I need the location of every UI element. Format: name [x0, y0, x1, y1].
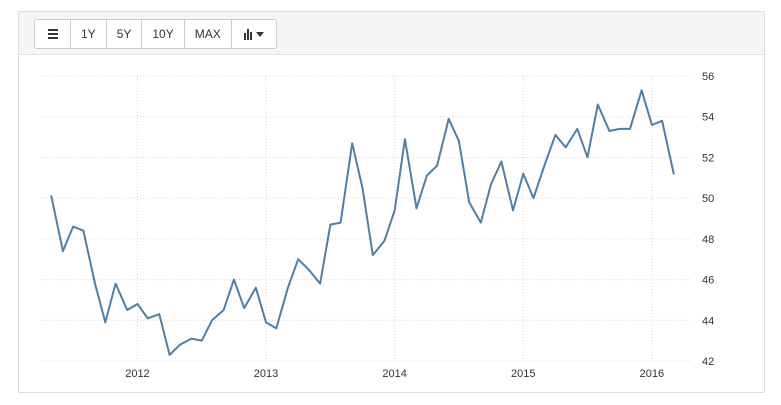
data-point	[628, 127, 632, 131]
data-point	[650, 123, 654, 127]
data-point	[479, 221, 483, 225]
data-point	[371, 253, 375, 257]
y-tick-label: 46	[702, 275, 714, 287]
data-point	[660, 119, 664, 123]
data-point	[328, 223, 332, 227]
data-point	[178, 343, 182, 347]
data-point	[296, 257, 300, 261]
calendar-icon	[47, 29, 58, 39]
y-tick-label: 48	[702, 234, 714, 246]
data-point	[264, 320, 268, 324]
data-point	[254, 286, 258, 290]
range-1y-button[interactable]: 1Y	[71, 20, 107, 48]
data-point	[447, 117, 451, 121]
data-point	[157, 312, 161, 316]
x-tick-label: 2016	[640, 368, 664, 380]
data-point	[425, 174, 429, 178]
data-point	[393, 208, 397, 212]
data-point	[521, 172, 525, 176]
y-tick-label: 56	[702, 71, 714, 83]
chart-area: 42 44 46 48 50 52 54 56 2012 2013 2014 2015 2016	[19, 55, 764, 392]
data-point	[339, 221, 343, 225]
data-point	[361, 186, 365, 190]
data-point	[210, 318, 214, 322]
y-tick-label: 52	[702, 152, 714, 164]
data-point	[382, 239, 386, 243]
data-point	[489, 182, 493, 186]
data-point	[103, 320, 107, 324]
bar-chart-caret-icon	[243, 29, 264, 40]
data-point	[274, 326, 278, 330]
data-point	[81, 229, 85, 233]
data-point	[318, 282, 322, 286]
x-tick-label: 2012	[125, 368, 149, 380]
data-point	[403, 137, 407, 141]
grid-layer	[41, 75, 692, 362]
range-max-button[interactable]: MAX	[184, 20, 232, 48]
x-tick-label: 2014	[382, 368, 406, 380]
data-point	[286, 286, 290, 290]
series-line	[50, 89, 675, 356]
data-point	[49, 194, 53, 198]
data-point	[543, 162, 547, 166]
x-tick-label: 2013	[254, 368, 278, 380]
data-point	[242, 306, 246, 310]
data-point	[232, 278, 236, 282]
data-point	[135, 302, 139, 306]
data-point	[435, 164, 439, 168]
range-10y-button[interactable]: 10Y	[142, 20, 185, 48]
series-layer	[49, 88, 676, 357]
data-point	[575, 127, 579, 131]
data-point	[125, 308, 129, 312]
x-tick-label: 2015	[511, 368, 535, 380]
range-5y-button[interactable]: 5Y	[106, 20, 143, 48]
data-point	[222, 308, 226, 312]
data-point	[586, 155, 590, 159]
data-point	[596, 103, 600, 107]
chart-panel: 1Y 5Y 10Y MAX 42 44 46 48 50 52 54 56 2012 2013 20…	[18, 11, 765, 393]
data-point	[457, 139, 461, 143]
data-point	[499, 160, 503, 164]
data-point	[200, 339, 204, 343]
range-button-group: 1Y 5Y 10Y MAX	[34, 19, 277, 49]
data-point	[146, 316, 150, 320]
data-point	[553, 133, 557, 137]
data-point	[71, 225, 75, 229]
y-tick-label: 42	[702, 356, 714, 368]
data-point	[564, 145, 568, 149]
data-point	[618, 127, 622, 131]
data-point	[640, 88, 644, 92]
data-point	[672, 172, 676, 176]
data-point	[467, 200, 471, 204]
data-point	[350, 141, 354, 145]
data-point	[607, 129, 611, 133]
calendar-button[interactable]	[35, 20, 71, 48]
chart-toolbar: 1Y 5Y 10Y MAX	[19, 12, 764, 55]
data-point	[306, 267, 310, 271]
data-point	[168, 353, 172, 357]
chart-type-button[interactable]	[231, 20, 276, 48]
data-point	[114, 282, 118, 286]
tick-layer: 42 44 46 48 50 52 54 56 2012 2013 2014 2015 2016	[125, 71, 714, 380]
y-tick-label: 54	[702, 112, 714, 124]
data-point	[93, 282, 97, 286]
data-point	[532, 196, 536, 200]
data-point	[511, 208, 515, 212]
data-point	[61, 249, 65, 253]
line-chart: 42 44 46 48 50 52 54 56 2012 2013 2014 2015 2016	[41, 71, 714, 380]
data-point	[189, 337, 193, 341]
data-point	[415, 206, 419, 210]
y-tick-label: 50	[702, 193, 714, 205]
y-tick-label: 44	[702, 315, 714, 327]
